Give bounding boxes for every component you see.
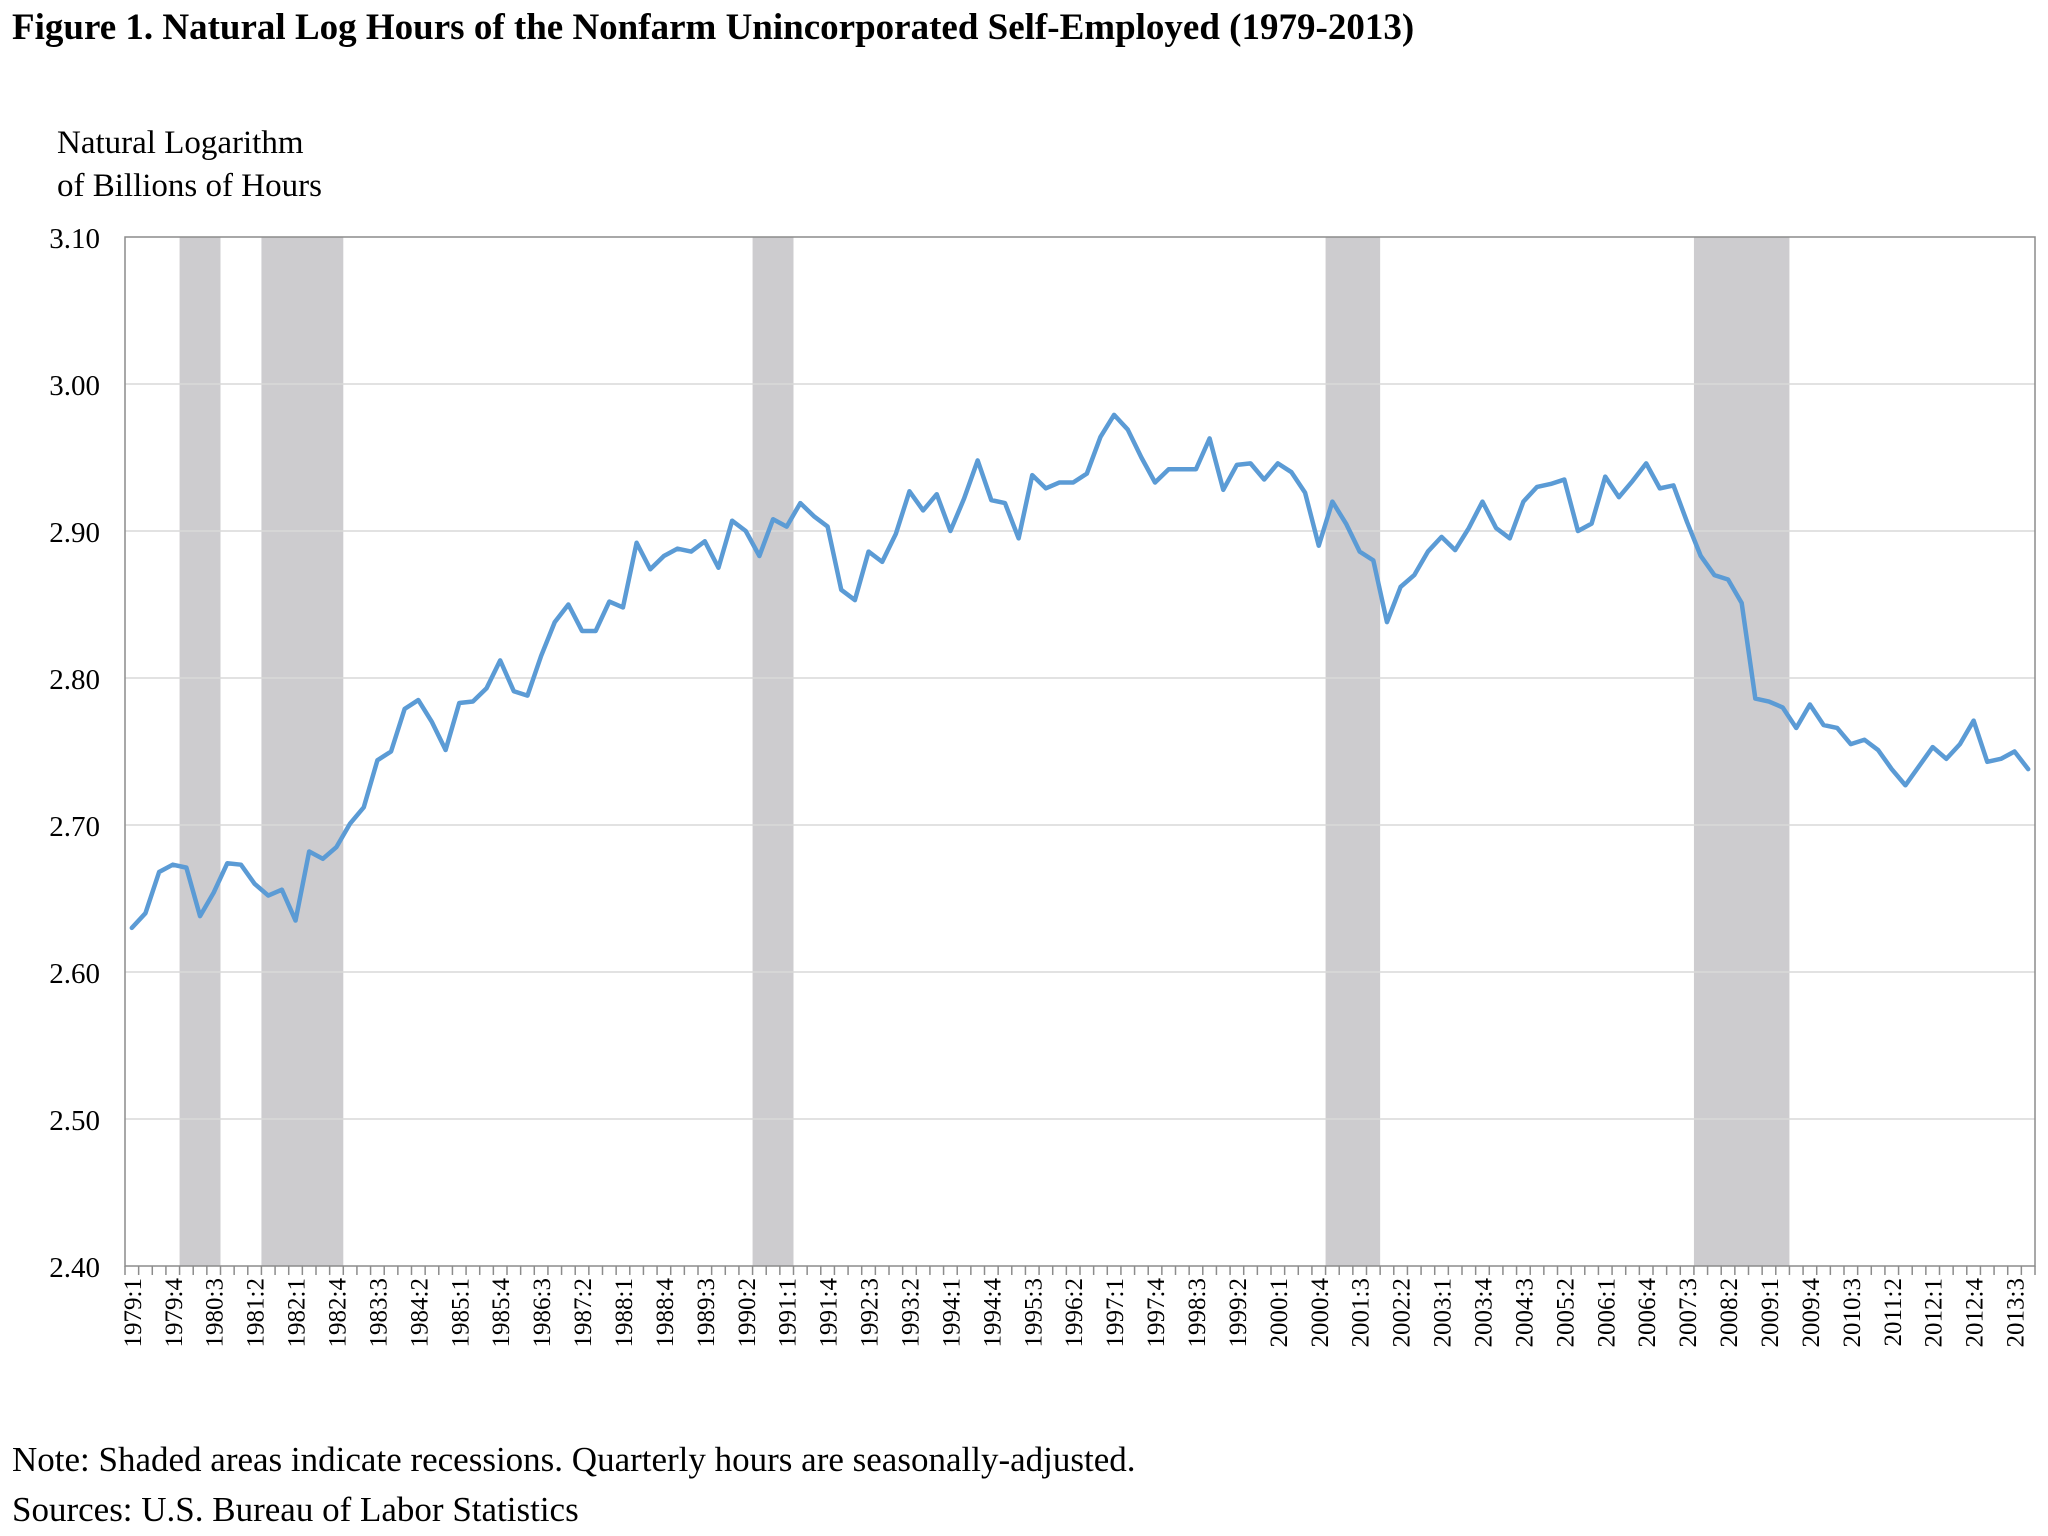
x-tick-label: 2004:3 bbox=[1511, 1278, 1538, 1347]
recession-bands bbox=[179, 237, 1790, 1266]
x-tick-label: 1982:1 bbox=[284, 1278, 311, 1347]
recession-band-4 bbox=[1325, 237, 1381, 1266]
x-tick-label: 2008:2 bbox=[1716, 1278, 1743, 1347]
x-tick-label: 2005:2 bbox=[1552, 1278, 1579, 1347]
x-tick-label: 2012:1 bbox=[1921, 1278, 1948, 1347]
x-tick-label: 1979:1 bbox=[120, 1278, 147, 1347]
x-tick-label: 1989:3 bbox=[693, 1278, 720, 1347]
x-tick-label: 1987:2 bbox=[570, 1278, 597, 1347]
chart-note: Note: Shaded areas indicate recessions. … bbox=[12, 1440, 1136, 1479]
x-tick-label: 1991:4 bbox=[816, 1278, 843, 1348]
recession-band-2 bbox=[261, 237, 344, 1266]
y-axis-label-line-1: Natural Logarithm bbox=[57, 125, 304, 161]
x-tick-label: 1984:2 bbox=[406, 1278, 433, 1347]
x-tick-label: 1983:3 bbox=[365, 1278, 392, 1347]
x-tick-label: 2000:1 bbox=[1266, 1278, 1293, 1347]
x-tick-label: 1999:2 bbox=[1225, 1278, 1252, 1347]
x-tick-label: 2002:2 bbox=[1389, 1278, 1416, 1347]
x-tick-label: 1996:2 bbox=[1061, 1278, 1088, 1347]
y-tick-label: 2.70 bbox=[49, 811, 100, 843]
y-tick-label: 3.10 bbox=[49, 223, 100, 255]
x-tick-label: 2006:1 bbox=[1593, 1278, 1620, 1347]
recession-band-3 bbox=[752, 237, 794, 1266]
x-tick-label: 1992:3 bbox=[857, 1278, 884, 1347]
chart-sources: Sources: U.S. Bureau of Labor Statistics bbox=[12, 1490, 579, 1529]
x-tick-label: 2010:3 bbox=[1839, 1278, 1866, 1347]
x-tick-label: 2007:3 bbox=[1675, 1278, 1702, 1347]
data-series bbox=[129, 412, 2031, 931]
x-tick-label: 2003:1 bbox=[1430, 1278, 1457, 1347]
x-tick-label: 1995:3 bbox=[1020, 1278, 1047, 1347]
y-axis-tick-labels: 2.40 2.50 2.60 2.70 2.80 2.90 3.00 3.10 bbox=[49, 223, 100, 1284]
x-tick-label: 1988:4 bbox=[652, 1278, 679, 1348]
x-tick-label: 1982:4 bbox=[324, 1278, 351, 1348]
x-axis-tick-labels: 1979:1 1979:4 1980:3 1981:2 1982:1 1982:4 1983… bbox=[120, 1278, 2030, 1348]
x-tick-label: 2000:4 bbox=[1307, 1278, 1334, 1348]
recession-band-5 bbox=[1693, 237, 1790, 1266]
x-tick-label: 2013:3 bbox=[2003, 1278, 2030, 1347]
x-axis bbox=[124, 1266, 2036, 1275]
x-tick-label: 2006:4 bbox=[1634, 1278, 1661, 1348]
x-tick-label: 1988:1 bbox=[611, 1278, 638, 1347]
x-tick-label: 1997:1 bbox=[1102, 1278, 1129, 1347]
x-tick-label: 1986:3 bbox=[529, 1278, 556, 1347]
x-tick-label: 1985:4 bbox=[488, 1278, 515, 1348]
gridlines bbox=[125, 383, 2035, 1120]
x-tick-label: 1991:1 bbox=[775, 1278, 802, 1347]
x-tick-label: 1997:4 bbox=[1143, 1278, 1170, 1348]
x-tick-label: 1994:1 bbox=[938, 1278, 965, 1347]
y-tick-label: 2.40 bbox=[49, 1252, 100, 1284]
figure-title: Figure 1. Natural Log Hours of the Nonfa… bbox=[12, 7, 1415, 48]
y-tick-label: 2.60 bbox=[49, 958, 100, 990]
x-tick-label: 2012:4 bbox=[1962, 1278, 1989, 1348]
y-tick-label: 2.50 bbox=[49, 1105, 100, 1137]
x-tick-label: 1993:2 bbox=[897, 1278, 924, 1347]
x-tick-label: 1990:2 bbox=[734, 1278, 761, 1347]
x-tick-label: 1985:1 bbox=[447, 1278, 474, 1347]
y-tick-label: 3.00 bbox=[49, 370, 100, 402]
y-tick-label: 2.90 bbox=[49, 517, 100, 549]
y-axis-label-line-2: of Billions of Hours bbox=[57, 168, 322, 204]
x-tick-label: 2009:4 bbox=[1798, 1278, 1825, 1348]
x-tick-label: 1998:3 bbox=[1184, 1278, 1211, 1347]
x-tick-label: 1979:4 bbox=[161, 1278, 188, 1348]
x-tick-label: 2011:2 bbox=[1880, 1278, 1907, 1347]
x-tick-label: 2009:1 bbox=[1757, 1278, 1784, 1347]
recession-band-1 bbox=[179, 237, 221, 1266]
x-tick-label: 1981:2 bbox=[243, 1278, 270, 1347]
x-tick-label: 1994:4 bbox=[979, 1278, 1006, 1348]
y-tick-label: 2.80 bbox=[49, 664, 100, 696]
x-tick-label: 2003:4 bbox=[1470, 1278, 1497, 1348]
series-line-1 bbox=[129, 412, 2031, 931]
x-tick-label: 2001:3 bbox=[1348, 1278, 1375, 1347]
x-tick-label: 1980:3 bbox=[202, 1278, 229, 1347]
